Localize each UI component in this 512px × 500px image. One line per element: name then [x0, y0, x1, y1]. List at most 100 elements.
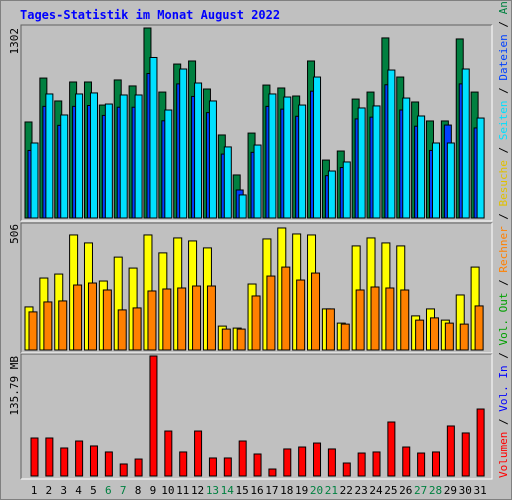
bar	[387, 421, 396, 477]
x-tick-label: 31	[473, 484, 486, 497]
legend-entry: Vol. In	[497, 365, 510, 411]
bar	[251, 295, 261, 351]
x-tick-label: 9	[150, 484, 157, 497]
bar	[342, 462, 351, 477]
x-tick-label: 17	[265, 484, 278, 497]
bar	[134, 94, 143, 219]
legend-entry: Anfragen	[497, 0, 510, 14]
panel-border	[21, 25, 493, 222]
x-tick-label: 22	[340, 484, 353, 497]
panel-border	[21, 354, 493, 480]
bar	[89, 445, 98, 477]
bar	[162, 288, 172, 351]
legend-separator: /	[497, 273, 510, 293]
x-tick-label: 10	[161, 484, 174, 497]
bar	[43, 301, 53, 351]
bar	[429, 317, 439, 351]
y-tick-label: 135.79 MB	[8, 356, 21, 416]
bar	[283, 96, 292, 219]
legend: Volumen / Vol. In / Vol. Out / Rechner /…	[497, 0, 510, 478]
bar	[134, 458, 143, 477]
bar	[476, 408, 485, 477]
bar	[75, 93, 84, 219]
x-tick-label: 20	[310, 484, 323, 497]
bar	[372, 105, 381, 219]
bar	[296, 279, 306, 351]
bar	[446, 425, 455, 477]
bar	[194, 82, 203, 219]
bar	[149, 56, 158, 219]
bar	[238, 440, 247, 477]
x-tick-label: 14	[221, 484, 235, 497]
x-tick-label: 13	[206, 484, 219, 497]
bar	[117, 309, 127, 351]
bar	[149, 355, 158, 477]
bar	[194, 430, 203, 477]
bar	[266, 275, 276, 351]
bar	[208, 457, 217, 477]
bar	[281, 266, 291, 351]
bar	[104, 103, 113, 219]
bar	[431, 451, 440, 477]
legend-entry: Seiten	[497, 100, 510, 140]
bar	[387, 69, 396, 219]
y-tick-label: 1302	[8, 28, 21, 55]
legend-separator: /	[497, 412, 510, 432]
panel-border	[20, 353, 492, 479]
bar	[177, 287, 187, 351]
x-tick-label: 29	[444, 484, 457, 497]
bar	[179, 68, 188, 219]
bar	[444, 322, 454, 351]
y-tick-label: 506	[8, 224, 21, 244]
bar	[60, 447, 69, 477]
legend-entry: Dateien	[497, 34, 510, 80]
x-tick-label: 12	[191, 484, 204, 497]
bar	[104, 451, 113, 477]
bar	[238, 194, 247, 219]
x-tick-label: 6	[105, 484, 112, 497]
legend-separator: /	[497, 346, 510, 366]
bar	[132, 307, 142, 351]
legend-entry: Vol. Out	[497, 293, 510, 346]
bar	[30, 142, 39, 219]
bar	[119, 94, 128, 219]
bar	[357, 452, 366, 477]
x-tick-label: 28	[429, 484, 442, 497]
x-tick-label: 2	[46, 484, 53, 497]
bar	[45, 93, 54, 219]
bar	[253, 144, 262, 219]
bar	[342, 161, 351, 219]
bar	[461, 432, 470, 477]
bar	[164, 109, 173, 219]
bar	[164, 430, 173, 477]
bar	[311, 272, 321, 351]
bar	[283, 448, 292, 477]
bar	[268, 93, 277, 219]
bar	[30, 437, 39, 477]
bar	[372, 451, 381, 477]
bar	[313, 76, 322, 219]
x-tick-label: 7	[120, 484, 127, 497]
bar	[476, 117, 485, 219]
bar	[75, 440, 84, 477]
bar	[431, 142, 440, 219]
x-tick-label: 30	[459, 484, 472, 497]
legend-entry: Rechner	[497, 226, 510, 273]
legend-separator: /	[497, 14, 510, 34]
bar	[298, 446, 307, 477]
bar	[208, 100, 217, 219]
bar	[60, 114, 69, 219]
bar	[385, 287, 395, 351]
bar	[147, 290, 157, 351]
bar	[206, 285, 216, 351]
legend-separator: /	[497, 140, 510, 160]
bar	[357, 107, 366, 219]
bar	[102, 289, 112, 351]
bar	[253, 453, 262, 477]
bar	[325, 308, 335, 351]
bar	[73, 284, 83, 351]
chart-title: Tages-Statistik im Monat August 2022	[20, 8, 280, 22]
bar	[474, 305, 484, 351]
legend-separator: /	[497, 206, 510, 226]
